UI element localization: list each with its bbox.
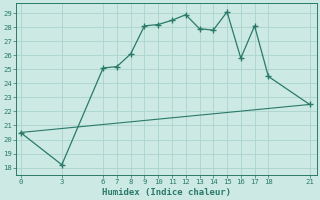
X-axis label: Humidex (Indice chaleur): Humidex (Indice chaleur): [102, 188, 231, 197]
